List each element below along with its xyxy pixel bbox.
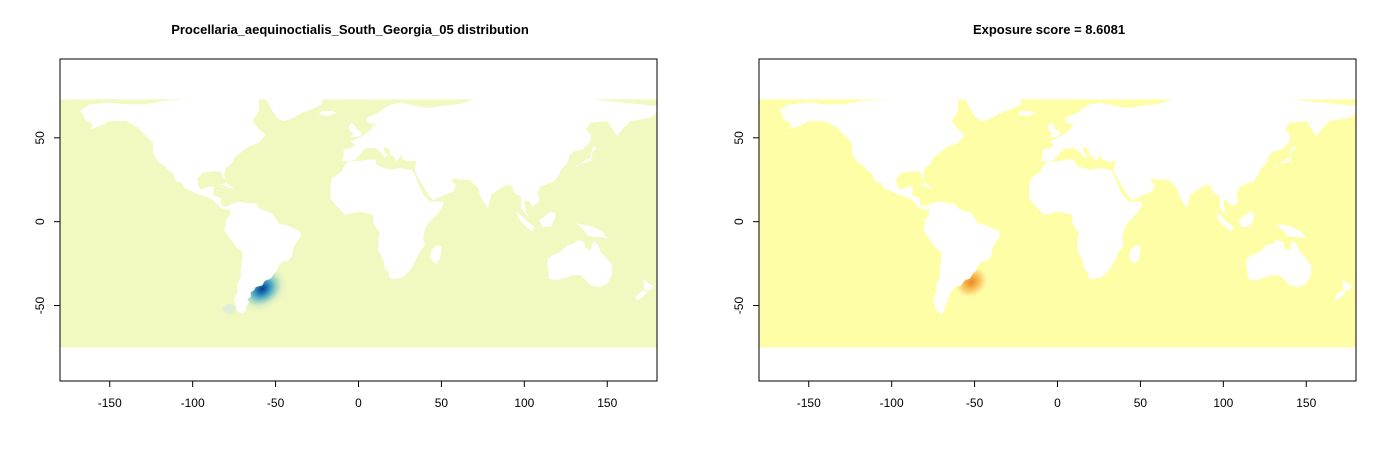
land-north-america xyxy=(79,99,266,210)
exposure-map-title: Exposure score = 8.6081 xyxy=(972,22,1126,37)
x-tick-label: 150 xyxy=(597,396,617,410)
land-madagascar xyxy=(1128,245,1141,264)
land-greenland xyxy=(265,99,322,122)
distribution-map-plot: -150 -100 -50 0 50 100 150 50 0 -50 xyxy=(33,58,658,410)
exposure-map-panel: Exposure score = 8.6081 -150 -100 -50 0 50 10… xyxy=(699,0,1399,455)
land-south-america xyxy=(224,201,301,314)
y-tick-label: -50 xyxy=(33,297,47,315)
right-map-layer xyxy=(759,59,1356,381)
land-sumatra xyxy=(516,213,535,232)
land-britain xyxy=(348,122,362,138)
land-borneo xyxy=(539,211,556,227)
land-new-zealand-south xyxy=(635,290,648,301)
land-borneo xyxy=(1238,211,1255,227)
land-britain xyxy=(1047,122,1061,138)
land-new-zealand-south xyxy=(1334,290,1347,301)
y-tick-label: 50 xyxy=(33,131,47,145)
distribution-map-title: Procellaria_aequinoctialis_South_Georgia… xyxy=(171,22,529,37)
x-tick-label: -50 xyxy=(966,396,984,410)
x-tick-label: 0 xyxy=(355,396,362,410)
x-tick-label: 150 xyxy=(1296,396,1316,410)
y-tick-label: 0 xyxy=(732,218,746,225)
x-tick-label: -150 xyxy=(98,396,122,410)
land-africa xyxy=(1029,159,1143,279)
land-antarctica xyxy=(60,347,657,381)
x-tick-label: 50 xyxy=(1134,396,1148,410)
x-tick-label: 50 xyxy=(435,396,449,410)
x-tick-label: 0 xyxy=(1054,396,1061,410)
y-tick-label: -50 xyxy=(732,297,746,315)
x-tick-label: -100 xyxy=(181,396,205,410)
land-new-zealand xyxy=(1342,278,1353,291)
density-faint-patch xyxy=(222,303,236,314)
land-australia xyxy=(1246,240,1312,288)
land-south-america xyxy=(923,201,1000,314)
distribution-map-panel: Procellaria_aequinoctialis_South_Georgia… xyxy=(33,22,658,410)
land-arabia-fill xyxy=(416,168,457,200)
land-australia xyxy=(547,240,613,288)
land-sumatra xyxy=(1215,213,1234,232)
land-cuba xyxy=(916,183,934,189)
x-tick-label: 100 xyxy=(514,396,534,410)
land-new-guinea xyxy=(575,223,608,239)
land-iceland xyxy=(318,111,337,116)
x-tick-label: -100 xyxy=(880,396,904,410)
land-africa xyxy=(330,159,444,279)
land-arabia-fill xyxy=(1115,168,1156,200)
land-north-america xyxy=(778,99,965,210)
land-japan xyxy=(574,146,598,170)
land-new-guinea xyxy=(1274,223,1307,239)
x-tick-label: -150 xyxy=(797,396,821,410)
land-iceland xyxy=(1017,111,1036,116)
land-cuba xyxy=(217,183,235,189)
land-arctic-cap xyxy=(759,59,1356,100)
land-madagascar xyxy=(429,245,442,264)
y-tick-label: 0 xyxy=(33,218,47,225)
left-map-layer xyxy=(60,59,657,381)
land-arctic-cap xyxy=(60,59,657,100)
land-japan xyxy=(1273,146,1297,170)
land-europe-asia xyxy=(1040,99,1356,219)
exposure-map-plot: -150 -100 -50 0 50 100 150 50 0 -50 xyxy=(732,58,1357,410)
land-europe-asia xyxy=(341,99,657,219)
y-tick-label: 50 xyxy=(732,131,746,145)
land-antarctica xyxy=(759,347,1356,381)
x-tick-label: 100 xyxy=(1213,396,1233,410)
land-greenland xyxy=(964,99,1021,122)
land-new-zealand xyxy=(643,278,654,291)
x-tick-label: -50 xyxy=(267,396,285,410)
